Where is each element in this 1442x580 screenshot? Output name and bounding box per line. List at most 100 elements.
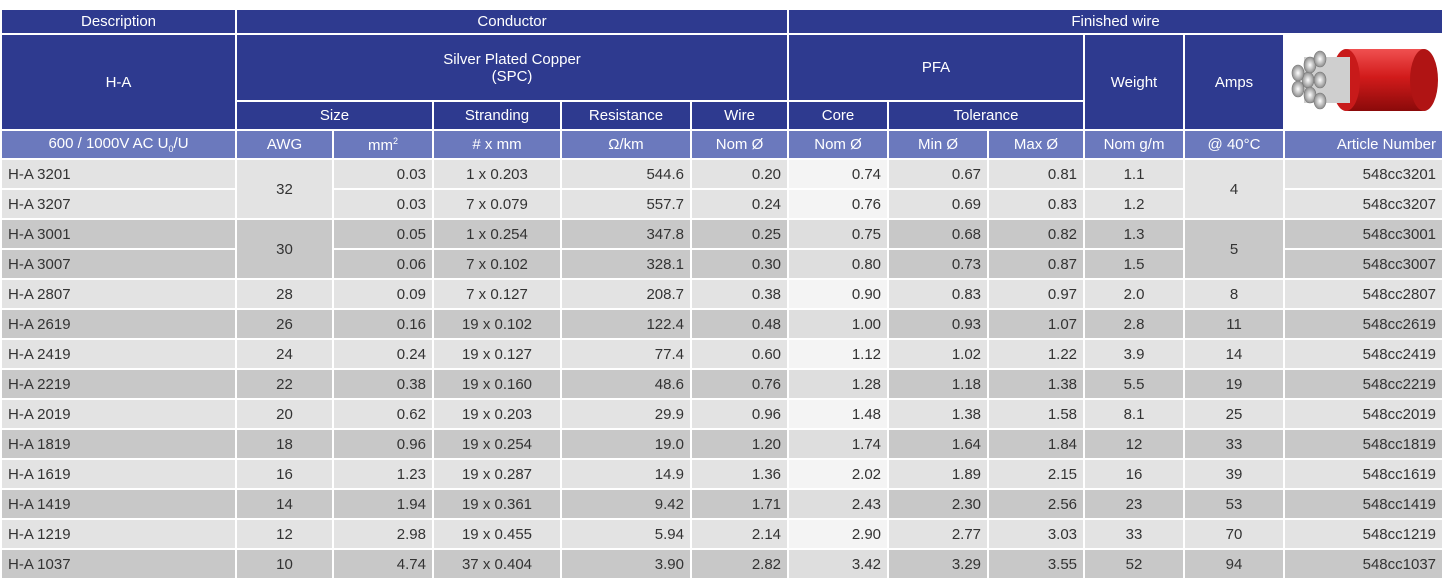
header-cell: Tolerance <box>888 101 1084 130</box>
cell-stranding: 37 x 0.404 <box>433 549 561 579</box>
cell-resistance: 9.42 <box>561 489 691 519</box>
cell-amps: 53 <box>1184 489 1284 519</box>
cell-core: 1.00 <box>788 309 888 339</box>
cell-id: H-A 3001 <box>1 219 236 249</box>
cell-min: 0.67 <box>888 159 988 189</box>
cell-mm2: 0.05 <box>333 219 433 249</box>
cell-max: 0.83 <box>988 189 1084 219</box>
cell-amps: 5 <box>1184 219 1284 279</box>
header-cell: PFA <box>788 34 1084 101</box>
header-cell: Silver Plated Copper(SPC) <box>236 34 788 101</box>
header-cell: Core <box>788 101 888 130</box>
cell-weight: 33 <box>1084 519 1184 549</box>
cell-core: 0.75 <box>788 219 888 249</box>
cell-amps: 33 <box>1184 429 1284 459</box>
cell-article: 548cc3207 <box>1284 189 1442 219</box>
cell-wire: 1.71 <box>691 489 788 519</box>
cell-article: 548cc2619 <box>1284 309 1442 339</box>
cell-max: 1.38 <box>988 369 1084 399</box>
cell-awg: 16 <box>236 459 333 489</box>
table-row: H-A 2019200.6219 x 0.20329.90.961.481.38… <box>1 399 1442 429</box>
cell-resistance: 48.6 <box>561 369 691 399</box>
cell-id: H-A 2807 <box>1 279 236 309</box>
header-cell: Resistance <box>561 101 691 130</box>
cell-max: 0.97 <box>988 279 1084 309</box>
unit-cell: Nom Ø <box>788 130 888 159</box>
cell-core: 1.28 <box>788 369 888 399</box>
unit-cell: # x mm <box>433 130 561 159</box>
cell-resistance: 328.1 <box>561 249 691 279</box>
cell-awg: 22 <box>236 369 333 399</box>
cell-mm2: 0.03 <box>333 189 433 219</box>
cell-amps: 19 <box>1184 369 1284 399</box>
cell-stranding: 19 x 0.160 <box>433 369 561 399</box>
cell-min: 0.93 <box>888 309 988 339</box>
cell-mm2: 2.98 <box>333 519 433 549</box>
cell-stranding: 7 x 0.079 <box>433 189 561 219</box>
cell-max: 0.82 <box>988 219 1084 249</box>
unit-cell: Article Number <box>1284 130 1442 159</box>
header-text: (SPC) <box>492 68 533 85</box>
cell-mm2: 0.24 <box>333 339 433 369</box>
cell-mm2: 4.74 <box>333 549 433 579</box>
cell-core: 0.74 <box>788 159 888 189</box>
cell-id: H-A 3207 <box>1 189 236 219</box>
cell-article: 548cc1819 <box>1284 429 1442 459</box>
cell-resistance: 77.4 <box>561 339 691 369</box>
cell-weight: 5.5 <box>1084 369 1184 399</box>
cell-max: 1.84 <box>988 429 1084 459</box>
cell-amps: 70 <box>1184 519 1284 549</box>
cell-min: 1.38 <box>888 399 988 429</box>
cell-stranding: 1 x 0.254 <box>433 219 561 249</box>
cell-awg: 32 <box>236 159 333 219</box>
cell-max: 1.58 <box>988 399 1084 429</box>
unit-text: /U <box>174 135 189 152</box>
cell-mm2: 0.09 <box>333 279 433 309</box>
unit-cell: Nom Ø <box>691 130 788 159</box>
cell-max: 0.81 <box>988 159 1084 189</box>
unit-cell: Max Ø <box>988 130 1084 159</box>
wire-image <box>1286 35 1441 125</box>
header-cell: Size <box>236 101 433 130</box>
cell-core: 0.76 <box>788 189 888 219</box>
cell-stranding: 19 x 0.102 <box>433 309 561 339</box>
header-cell: Wire <box>691 101 788 130</box>
cell-amps: 25 <box>1184 399 1284 429</box>
cell-resistance: 29.9 <box>561 399 691 429</box>
cell-weight: 1.5 <box>1084 249 1184 279</box>
cell-article: 548cc1037 <box>1284 549 1442 579</box>
cell-mm2: 1.94 <box>333 489 433 519</box>
cell-id: H-A 3007 <box>1 249 236 279</box>
cell-resistance: 14.9 <box>561 459 691 489</box>
cell-min: 0.68 <box>888 219 988 249</box>
cell-wire: 1.20 <box>691 429 788 459</box>
cell-max: 2.15 <box>988 459 1084 489</box>
cell-resistance: 122.4 <box>561 309 691 339</box>
spec-table: Description Conductor Finished wire H-A … <box>0 8 1442 580</box>
cell-stranding: 7 x 0.102 <box>433 249 561 279</box>
cell-weight: 2.0 <box>1084 279 1184 309</box>
cell-resistance: 347.8 <box>561 219 691 249</box>
cell-awg: 26 <box>236 309 333 339</box>
cell-stranding: 1 x 0.203 <box>433 159 561 189</box>
table-row: H-A 2619260.1619 x 0.102122.40.481.000.9… <box>1 309 1442 339</box>
cell-core: 1.48 <box>788 399 888 429</box>
cell-wire: 1.36 <box>691 459 788 489</box>
cell-id: H-A 2619 <box>1 309 236 339</box>
cell-article: 548cc2807 <box>1284 279 1442 309</box>
cell-id: H-A 1819 <box>1 429 236 459</box>
cell-awg: 28 <box>236 279 333 309</box>
cell-id: H-A 1419 <box>1 489 236 519</box>
cell-wire: 0.38 <box>691 279 788 309</box>
cell-max: 1.22 <box>988 339 1084 369</box>
cell-min: 1.89 <box>888 459 988 489</box>
header-cell: Stranding <box>433 101 561 130</box>
header-cell: Finished wire <box>788 9 1442 34</box>
header-cell: H-A <box>1 34 236 130</box>
cell-weight: 1.3 <box>1084 219 1184 249</box>
unit-cell: Nom g/m <box>1084 130 1184 159</box>
cell-wire: 0.30 <box>691 249 788 279</box>
